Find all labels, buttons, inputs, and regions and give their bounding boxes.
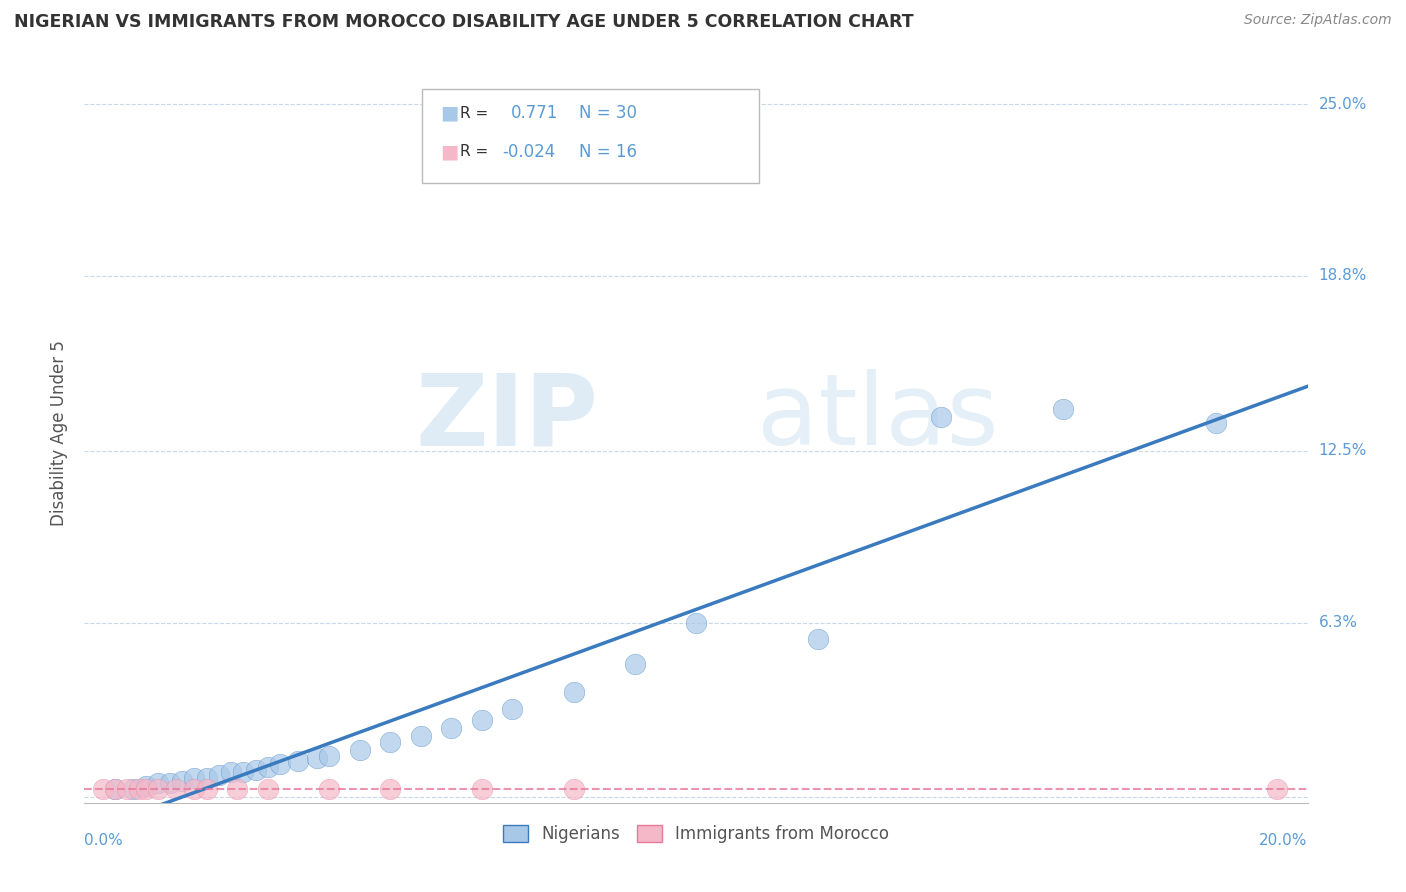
Text: N = 16: N = 16 [579, 143, 637, 161]
Y-axis label: Disability Age Under 5: Disability Age Under 5 [51, 340, 69, 525]
Text: R =: R = [460, 106, 488, 120]
Point [471, 713, 494, 727]
Point [146, 781, 169, 796]
Point [380, 781, 402, 796]
Text: 6.3%: 6.3% [1319, 615, 1358, 630]
Point [685, 615, 707, 630]
Point [409, 729, 432, 743]
Point [165, 781, 187, 796]
Point [172, 773, 194, 788]
Point [318, 748, 340, 763]
Point [183, 781, 205, 796]
Point [195, 771, 218, 785]
Point [471, 781, 494, 796]
Text: R =: R = [460, 145, 488, 159]
Point [257, 781, 280, 796]
Point [269, 756, 291, 771]
Point [104, 781, 127, 796]
Point [807, 632, 830, 647]
Point [183, 771, 205, 785]
Point [115, 781, 138, 796]
Legend: Nigerians, Immigrants from Morocco: Nigerians, Immigrants from Morocco [496, 819, 896, 850]
Point [287, 754, 309, 768]
Point [1265, 781, 1288, 796]
Point [135, 781, 157, 796]
Point [226, 781, 249, 796]
Point [159, 776, 181, 790]
Point [208, 768, 231, 782]
Text: 18.8%: 18.8% [1319, 268, 1367, 284]
Point [502, 701, 524, 715]
Text: 12.5%: 12.5% [1319, 443, 1367, 458]
Point [219, 765, 242, 780]
Point [91, 781, 114, 796]
Text: Source: ZipAtlas.com: Source: ZipAtlas.com [1244, 13, 1392, 28]
Point [349, 743, 371, 757]
Point [232, 765, 254, 780]
Text: ■: ■ [440, 142, 458, 161]
Text: 25.0%: 25.0% [1319, 96, 1367, 112]
Point [305, 751, 328, 765]
Text: 20.0%: 20.0% [1260, 833, 1308, 848]
Point [562, 685, 585, 699]
Point [245, 763, 267, 777]
Text: 0.771: 0.771 [510, 104, 558, 122]
Point [104, 781, 127, 796]
Text: 0.0%: 0.0% [84, 833, 124, 848]
Text: ZIP: ZIP [415, 369, 598, 467]
Point [380, 735, 402, 749]
Text: ■: ■ [440, 103, 458, 123]
Point [128, 781, 150, 796]
Point [1052, 402, 1074, 417]
Text: N = 30: N = 30 [579, 104, 637, 122]
Text: -0.024: -0.024 [502, 143, 555, 161]
Point [195, 781, 218, 796]
Point [624, 657, 647, 672]
Point [257, 760, 280, 774]
Text: NIGERIAN VS IMMIGRANTS FROM MOROCCO DISABILITY AGE UNDER 5 CORRELATION CHART: NIGERIAN VS IMMIGRANTS FROM MOROCCO DISA… [14, 13, 914, 31]
Text: atlas: atlas [758, 369, 998, 467]
Point [440, 721, 463, 735]
Point [135, 779, 157, 793]
Point [122, 781, 145, 796]
Point [318, 781, 340, 796]
Point [562, 781, 585, 796]
Point [146, 776, 169, 790]
Point [929, 410, 952, 425]
Point [1205, 416, 1227, 430]
